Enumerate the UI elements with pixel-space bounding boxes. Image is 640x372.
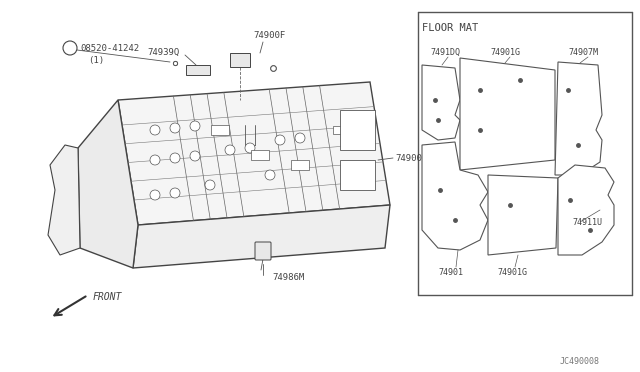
Text: 74939Q: 74939Q [148,48,180,57]
Polygon shape [488,175,558,255]
Circle shape [205,180,215,190]
Text: 74900F: 74900F [253,31,285,39]
Text: 7491DQ: 7491DQ [430,48,460,57]
Polygon shape [460,58,555,170]
Text: S: S [68,45,72,54]
Bar [186,65,210,75]
Text: 74901: 74901 [438,268,463,277]
Circle shape [265,170,275,180]
Bar [211,125,229,135]
Polygon shape [422,142,488,250]
Text: (1): (1) [88,55,104,64]
Bar [291,160,309,170]
Circle shape [150,125,160,135]
Bar [251,150,269,160]
Text: 74911U: 74911U [572,218,602,227]
Text: 74986M: 74986M [272,273,304,282]
Bar [230,53,250,67]
Circle shape [190,151,200,161]
Text: FLOOR MAT: FLOOR MAT [422,23,478,33]
Text: 08520-41242: 08520-41242 [80,44,139,52]
Circle shape [225,145,235,155]
Polygon shape [558,165,614,255]
Polygon shape [133,205,390,268]
Bar [340,110,375,150]
Circle shape [150,190,160,200]
Bar [340,160,375,190]
Circle shape [170,188,180,198]
Circle shape [63,41,77,55]
Text: JC490008: JC490008 [560,357,600,366]
Circle shape [150,155,160,165]
Text: FRONT: FRONT [93,292,122,302]
Polygon shape [555,62,602,175]
Bar [343,166,357,174]
Circle shape [245,143,255,153]
Bar [333,126,347,134]
Text: 74901G: 74901G [497,268,527,277]
Circle shape [170,123,180,133]
Circle shape [190,121,200,131]
Text: 74907M: 74907M [568,48,598,57]
Circle shape [275,135,285,145]
Circle shape [295,133,305,143]
FancyBboxPatch shape [255,242,271,260]
Text: 74900: 74900 [395,154,422,163]
Text: 74901G: 74901G [490,48,520,57]
Polygon shape [78,100,138,268]
Circle shape [170,153,180,163]
Polygon shape [118,82,390,225]
Polygon shape [48,145,80,255]
Polygon shape [422,65,460,140]
